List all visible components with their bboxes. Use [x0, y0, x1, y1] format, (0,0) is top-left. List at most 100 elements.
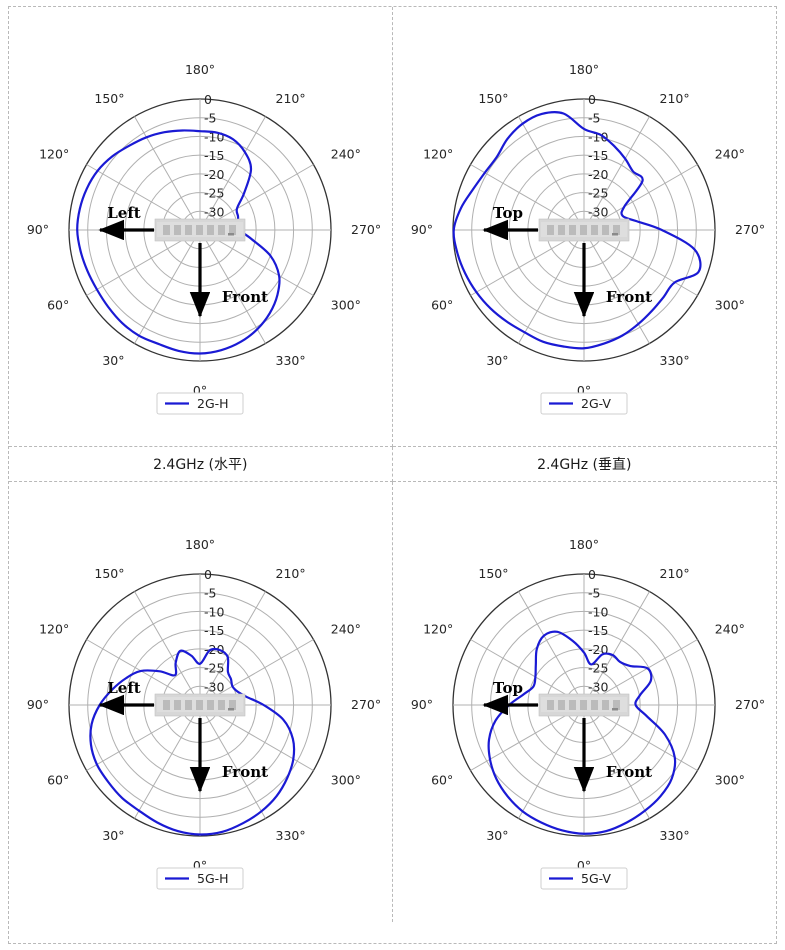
- grid-spoke: [517, 116, 584, 231]
- angle-tick-label: 210°: [276, 566, 306, 581]
- angle-tick-label: 180°: [185, 537, 215, 552]
- polar-axes: 0°30°60°90°120°150°180°210°240°270°300°3…: [410, 537, 765, 890]
- angle-tick-label: 240°: [714, 622, 744, 637]
- radial-tick-label: -5: [588, 586, 600, 601]
- radial-tick-label: -10: [588, 604, 608, 619]
- polar-axes: 0°30°60°90°120°150°180°210°240°270°300°3…: [27, 62, 381, 415]
- side-direction-label: Left: [107, 679, 141, 697]
- radial-tick-label: -15: [204, 623, 224, 638]
- grid-spoke: [517, 704, 584, 819]
- angle-tick-label: 210°: [659, 91, 689, 106]
- radial-tick-label: -20: [204, 167, 224, 182]
- legend[interactable]: 2G-V: [540, 392, 627, 415]
- caption-2g-v: 2.4GHz (垂直): [392, 447, 776, 482]
- angle-tick-label: 30°: [102, 353, 124, 368]
- angle-tick-label: 90°: [27, 222, 49, 237]
- front-direction-label: Front: [222, 763, 268, 781]
- angle-tick-label: 300°: [331, 773, 361, 788]
- device-image: [154, 218, 246, 242]
- radial-tick-label: -10: [204, 604, 224, 619]
- radial-tick-label: 0: [204, 92, 212, 107]
- caption-2g-h: 2.4GHz (水平): [9, 447, 393, 482]
- angle-tick-label: 240°: [714, 147, 744, 162]
- front-direction-label: Front: [222, 288, 268, 306]
- radial-tick-label: 0: [588, 92, 596, 107]
- angle-tick-label: 60°: [47, 298, 69, 313]
- legend[interactable]: 5G-H: [156, 867, 244, 890]
- angle-tick-label: 150°: [94, 91, 124, 106]
- grid-spoke: [199, 116, 266, 231]
- angle-tick-label: 120°: [39, 147, 69, 162]
- radial-tick-label: -30: [204, 204, 224, 219]
- grid-spoke: [199, 704, 266, 819]
- panel-grid: 0° 30° 60° 90° 120° 150° 180° 210° 240° 270° 300° 3…: [8, 6, 777, 944]
- angle-tick-label: 30°: [486, 828, 508, 843]
- angle-tick-label: 300°: [331, 298, 361, 313]
- panel-5g-h: 0° 30° 60° 90° 120° 150° 180° 210° 240° 270° 300° 3…: [9, 482, 393, 922]
- legend[interactable]: 2G-H: [156, 392, 244, 415]
- angle-tick-label: 60°: [47, 773, 69, 788]
- polar-axes: 0°30°60°90°120°150°180°210°240°270°300°3…: [410, 62, 765, 415]
- angle-tick-label: 300°: [714, 773, 744, 788]
- legend-label: 5G-V: [581, 871, 611, 886]
- side-direction-label: Left: [107, 204, 141, 222]
- angle-tick-label: 330°: [659, 828, 689, 843]
- device-image: [538, 693, 629, 717]
- grid-spoke: [134, 229, 201, 344]
- caption-text: 2.4GHz (水平): [153, 457, 248, 473]
- radial-tick-label: -30: [204, 679, 224, 694]
- panel-5g-v: 0° 30° 60° 90° 120° 150° 180° 210° 240° 270° 300° 3…: [393, 482, 777, 922]
- angle-tick-label: 120°: [423, 147, 453, 162]
- front-direction-label: Front: [605, 288, 651, 306]
- radial-tick-label: -25: [588, 186, 608, 201]
- data-series-line: [452, 111, 702, 350]
- data-series-line: [76, 129, 281, 355]
- grid-spoke: [517, 229, 584, 344]
- grid-spoke: [583, 591, 650, 706]
- grid-spoke: [199, 591, 266, 706]
- angle-tick-label: 150°: [94, 566, 124, 581]
- angle-tick-label: 30°: [486, 353, 508, 368]
- device-image: [154, 693, 246, 717]
- angle-tick-label: 270°: [351, 222, 381, 237]
- front-direction-label: Front: [605, 763, 651, 781]
- caption-text: 2.4GHz (垂直): [537, 457, 632, 473]
- angle-tick-label: 270°: [735, 222, 765, 237]
- radial-tick-label: -5: [588, 111, 600, 126]
- angle-tick-label: 270°: [735, 697, 765, 712]
- angle-tick-label: 330°: [276, 828, 306, 843]
- polar-plot-5g-v: 0° 30° 60° 90° 120° 150° 180° 210° 240° 270° 300° 3…: [393, 482, 777, 922]
- grid-spoke: [134, 116, 201, 231]
- angle-tick-label: 60°: [431, 773, 453, 788]
- legend[interactable]: 5G-V: [540, 867, 627, 890]
- angle-tick-label: 240°: [331, 147, 361, 162]
- polar-plot-2g-v: 0° 30° 60° 90° 120° 150° 180° 210° 240° 270° 300° 3…: [393, 7, 777, 446]
- angle-tick-label: 90°: [410, 697, 432, 712]
- angle-tick-label: 90°: [27, 697, 49, 712]
- radial-tick-label: -25: [588, 661, 608, 676]
- legend-label: 2G-V: [581, 396, 611, 411]
- angle-tick-label: 270°: [351, 697, 381, 712]
- angle-tick-label: 150°: [478, 91, 508, 106]
- angle-tick-label: 210°: [659, 566, 689, 581]
- radial-tick-label: -25: [204, 186, 224, 201]
- grid-spoke: [583, 116, 650, 231]
- legend-label: 2G-H: [197, 396, 229, 411]
- grid-spoke: [583, 229, 650, 344]
- angle-tick-label: 330°: [276, 353, 306, 368]
- angle-tick-label: 60°: [431, 298, 453, 313]
- angle-tick-label: 120°: [423, 622, 453, 637]
- radial-tick-label: -15: [588, 148, 608, 163]
- panel-2g-h: 0° 30° 60° 90° 120° 150° 180° 210° 240° 270° 300° 3…: [9, 7, 393, 447]
- radial-tick-label: -20: [588, 167, 608, 182]
- radial-tick-label: -30: [588, 679, 608, 694]
- side-direction-label: Top: [493, 204, 523, 222]
- radial-tick-label: -5: [204, 586, 216, 601]
- radial-tick-label: 0: [588, 567, 596, 582]
- angle-tick-label: 180°: [568, 537, 598, 552]
- angle-tick-label: 180°: [185, 62, 215, 77]
- angle-tick-label: 120°: [39, 622, 69, 637]
- radial-tick-label: -15: [588, 623, 608, 638]
- grid-spoke: [134, 704, 201, 819]
- side-direction-label: Top: [493, 679, 523, 697]
